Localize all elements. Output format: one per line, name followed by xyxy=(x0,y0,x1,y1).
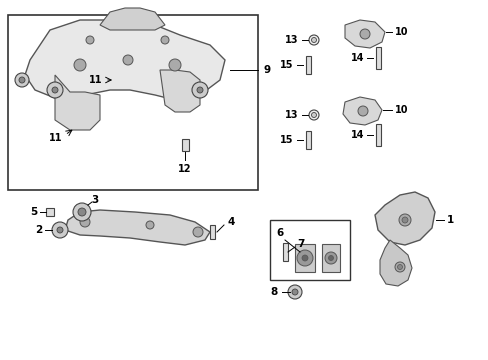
Bar xyxy=(294,244,314,272)
Circle shape xyxy=(401,217,407,223)
Polygon shape xyxy=(379,240,411,286)
Text: 7: 7 xyxy=(296,239,304,249)
Bar xyxy=(282,243,287,261)
Circle shape xyxy=(73,203,91,221)
Text: 8: 8 xyxy=(270,287,278,297)
Polygon shape xyxy=(345,20,384,48)
Circle shape xyxy=(287,285,302,299)
Circle shape xyxy=(328,256,333,261)
Text: 12: 12 xyxy=(178,164,191,174)
Circle shape xyxy=(311,37,316,42)
Circle shape xyxy=(308,110,318,120)
Circle shape xyxy=(52,87,58,93)
Polygon shape xyxy=(160,70,200,112)
Circle shape xyxy=(80,217,90,227)
Text: 13: 13 xyxy=(284,35,297,45)
Text: 14: 14 xyxy=(350,53,363,63)
Circle shape xyxy=(146,221,154,229)
Circle shape xyxy=(169,59,181,71)
Polygon shape xyxy=(374,192,434,245)
Bar xyxy=(305,131,310,149)
Text: 11: 11 xyxy=(48,133,62,143)
Text: 13: 13 xyxy=(284,110,297,120)
Circle shape xyxy=(357,106,367,116)
Bar xyxy=(305,56,310,74)
Bar xyxy=(209,225,214,239)
Circle shape xyxy=(296,250,312,266)
Text: 14: 14 xyxy=(350,130,363,140)
Bar xyxy=(8,15,258,190)
Polygon shape xyxy=(55,75,100,130)
Text: 11: 11 xyxy=(88,75,102,85)
Text: 9: 9 xyxy=(263,65,269,75)
Circle shape xyxy=(193,227,203,237)
Circle shape xyxy=(57,227,63,233)
Circle shape xyxy=(15,73,29,87)
Circle shape xyxy=(325,252,336,264)
Circle shape xyxy=(359,29,369,39)
Circle shape xyxy=(161,36,169,44)
Circle shape xyxy=(123,55,133,65)
Polygon shape xyxy=(100,8,164,30)
Circle shape xyxy=(19,77,25,83)
Text: 15: 15 xyxy=(279,135,292,145)
Text: 3: 3 xyxy=(91,195,99,205)
Text: 6: 6 xyxy=(276,228,283,238)
Circle shape xyxy=(394,262,404,272)
Text: 15: 15 xyxy=(279,60,292,70)
Circle shape xyxy=(86,36,94,44)
Polygon shape xyxy=(25,20,224,100)
Circle shape xyxy=(291,289,297,295)
Text: 5: 5 xyxy=(30,207,37,217)
Bar xyxy=(46,208,54,216)
Circle shape xyxy=(74,59,86,71)
Polygon shape xyxy=(342,97,381,125)
Circle shape xyxy=(398,214,410,226)
Text: 10: 10 xyxy=(394,105,407,115)
Polygon shape xyxy=(65,210,209,245)
Text: 4: 4 xyxy=(226,217,234,227)
Circle shape xyxy=(197,87,203,93)
Text: 1: 1 xyxy=(446,215,453,225)
Bar xyxy=(181,139,188,151)
Circle shape xyxy=(308,35,318,45)
Circle shape xyxy=(78,208,86,216)
Circle shape xyxy=(397,265,402,270)
Circle shape xyxy=(302,255,307,261)
Circle shape xyxy=(47,82,63,98)
Bar xyxy=(375,47,380,69)
Bar xyxy=(321,244,339,272)
Bar xyxy=(375,124,380,146)
Text: 10: 10 xyxy=(394,27,407,37)
Text: 2: 2 xyxy=(35,225,42,235)
Circle shape xyxy=(52,222,68,238)
Circle shape xyxy=(192,82,207,98)
Bar xyxy=(269,220,349,280)
Circle shape xyxy=(311,112,316,117)
